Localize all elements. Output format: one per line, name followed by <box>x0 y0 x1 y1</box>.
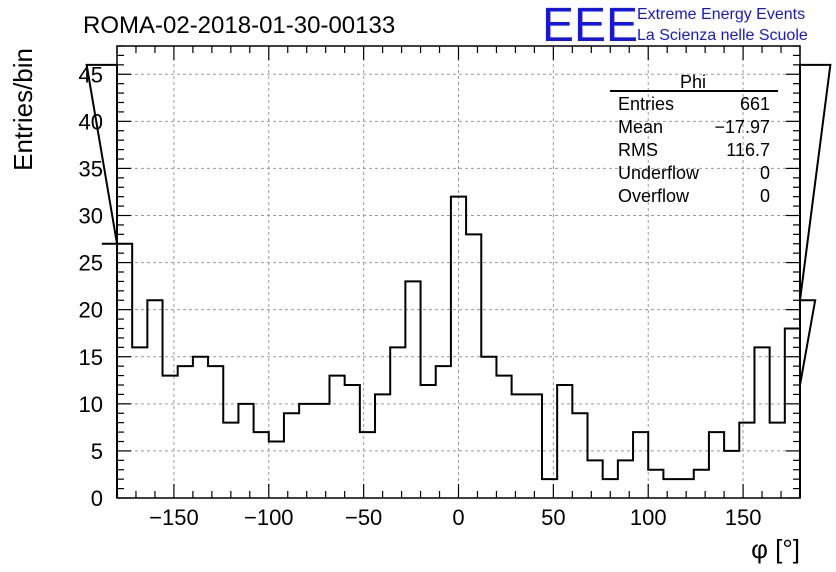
y-tick-label: 40 <box>79 109 103 134</box>
stats-value: 0 <box>760 186 770 206</box>
histogram-series <box>85 63 832 498</box>
chart-title: ROMA-02-2018-01-30-00133 <box>83 12 395 39</box>
y-tick-label: 30 <box>79 204 103 229</box>
eee-logo: EEE Extreme Energy Events La Scienza nel… <box>542 0 808 52</box>
histogram-step-line <box>85 63 832 498</box>
eee-logo-line1: Extreme Energy Events <box>637 6 805 23</box>
y-tick-label: 35 <box>79 156 103 181</box>
x-tick-label: 150 <box>725 505 762 530</box>
eee-logo-mark: EEE <box>542 0 638 52</box>
stats-box: Phi Entries 661 Mean −17.97 RMS 116.7 Underflo… <box>610 72 778 206</box>
x-tick-label: −100 <box>244 505 294 530</box>
x-tick-label: 0 <box>452 505 464 530</box>
stats-value: −17.97 <box>714 117 770 137</box>
y-axis-label: Entries/bin <box>8 48 38 171</box>
stats-rows: Entries 661 Mean −17.97 RMS 116.7 Underflow 0 Ov… <box>618 94 770 206</box>
grid-lines <box>117 46 800 498</box>
x-tick-label: 100 <box>630 505 667 530</box>
stats-label: Underflow <box>618 163 700 183</box>
stats-label: Mean <box>618 117 663 137</box>
y-tick-label: 5 <box>91 439 103 464</box>
stats-value: 116.7 <box>726 140 770 160</box>
x-tick-label: −50 <box>345 505 382 530</box>
eee-logo-line2: La Scienza nelle Scuole <box>637 27 808 44</box>
stats-value: 661 <box>740 94 770 114</box>
x-axis-label: φ [°] <box>751 534 800 564</box>
y-tick-label: 45 <box>79 62 103 87</box>
stats-label: Overflow <box>618 186 690 206</box>
plot-frame <box>116 45 801 499</box>
stats-value: 0 <box>760 163 770 183</box>
stats-label: RMS <box>618 140 658 160</box>
y-tick-label: 20 <box>79 298 103 323</box>
x-tick-label: −150 <box>149 505 199 530</box>
y-tick-label: 25 <box>79 251 103 276</box>
y-tick-label: 10 <box>79 392 103 417</box>
tick-labels: −150 −100 −50 0 50 100 150 0 5 10 15 20 25 30 35 40 45 <box>79 62 762 530</box>
x-tick-label: 50 <box>541 505 565 530</box>
y-tick-label: 15 <box>79 345 103 370</box>
stats-label: Entries <box>618 94 674 114</box>
stats-title: Phi <box>680 72 706 92</box>
y-tick-label: 0 <box>91 486 103 511</box>
